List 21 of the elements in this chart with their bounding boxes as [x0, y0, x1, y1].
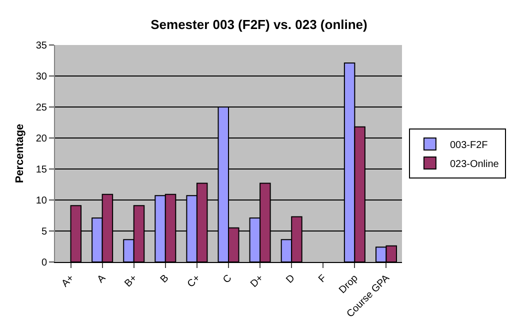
chart-title: Semester 003 (F2F) vs. 023 (online): [150, 17, 368, 32]
x-tick-label: D+: [248, 272, 266, 290]
y-tick-label: 35: [36, 40, 48, 52]
x-tick-label: C+: [186, 272, 203, 290]
x-tick-label: F: [316, 272, 329, 285]
y-tick-label: 20: [36, 134, 48, 144]
x-tick-label: C: [221, 272, 234, 286]
legend-label: 003-F2F: [450, 140, 488, 151]
y-tick-label: 30: [36, 72, 48, 82]
y-tick-label: 25: [36, 102, 48, 114]
legend-label: 023-Online: [450, 158, 500, 170]
y-tick-label: 15: [36, 164, 48, 176]
x-tick-label: B: [158, 272, 172, 286]
y-tick-label: 5: [41, 226, 48, 238]
y-tick-label: 0: [41, 258, 48, 268]
x-tick-label: A+: [60, 272, 77, 290]
x-tick-label: D: [284, 272, 298, 286]
y-axis-title: Percentage: [14, 124, 26, 184]
y-tick-label: 10: [36, 196, 48, 206]
x-tick-label: B+: [122, 272, 140, 290]
x-tick-label: A: [95, 272, 108, 286]
